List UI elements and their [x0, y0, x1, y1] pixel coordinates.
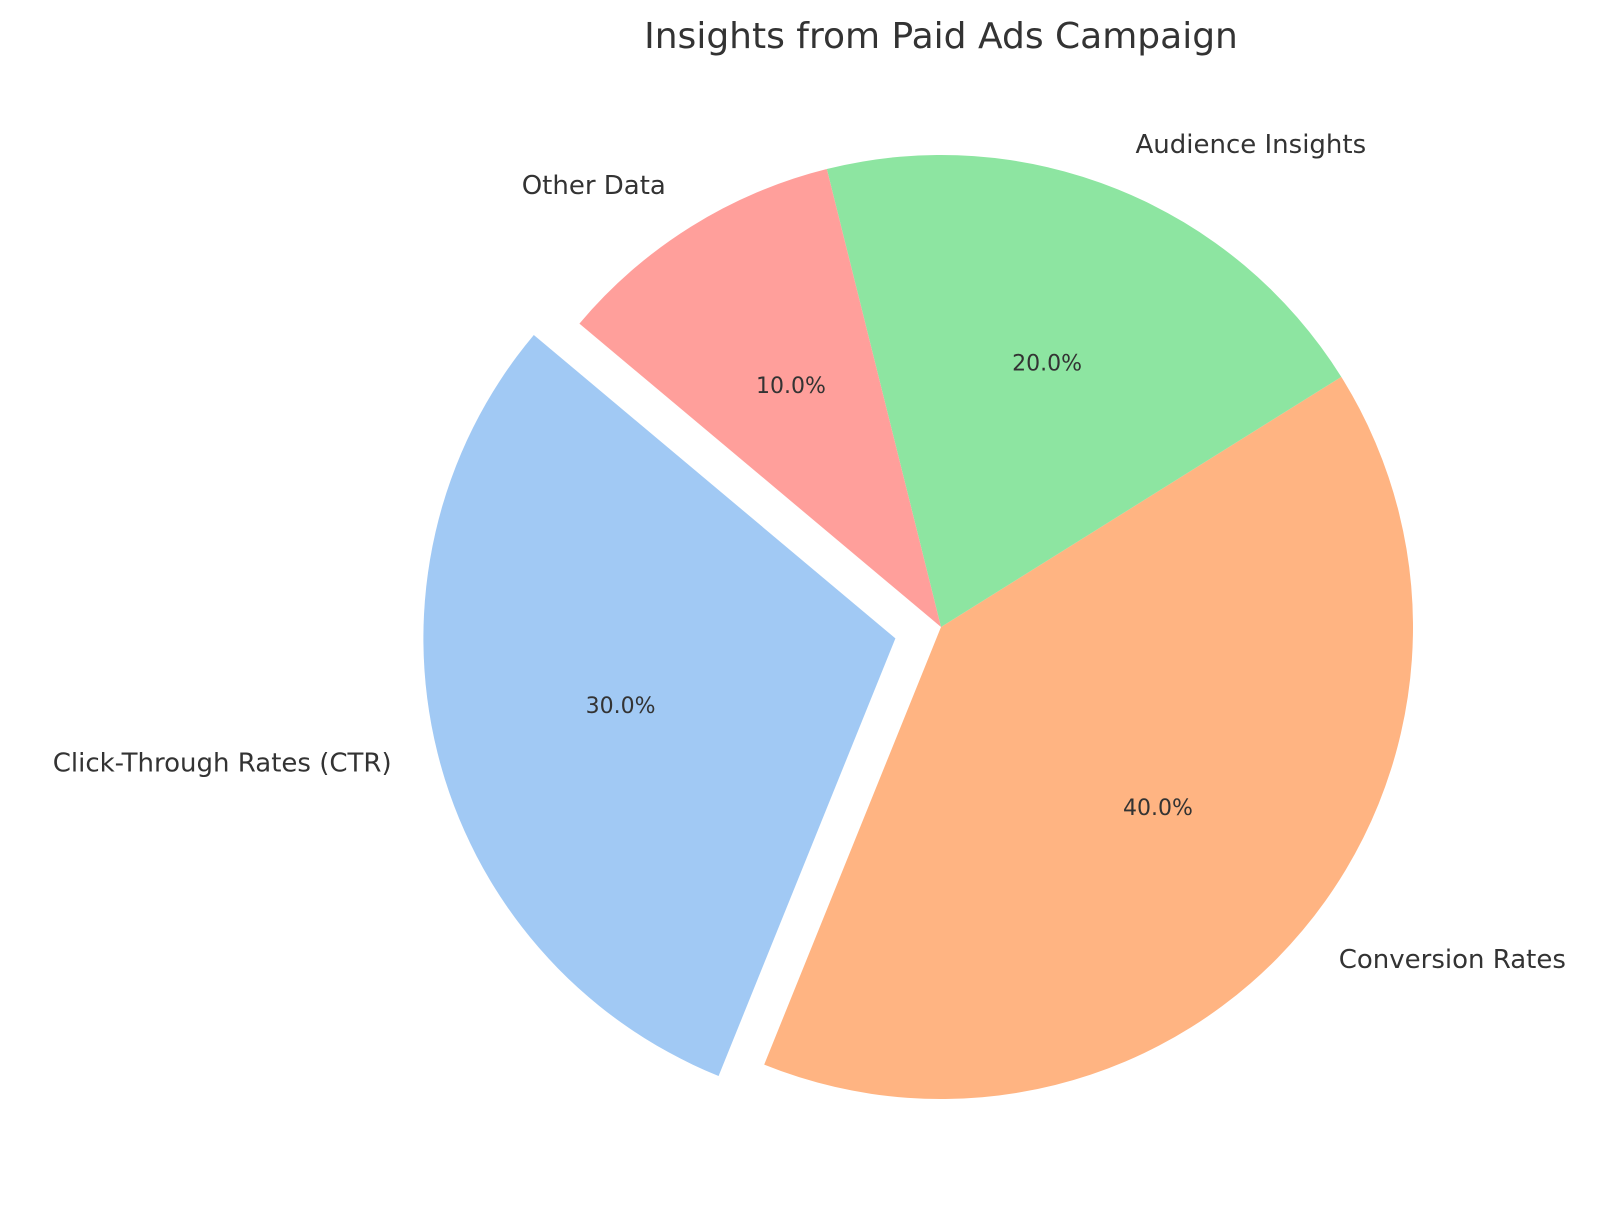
slice-pct-label-conversion-rates: 40.0% — [1123, 796, 1193, 821]
pie-slices — [423, 155, 1413, 1099]
pie-slice-other-data — [579, 169, 941, 627]
pie-slice-audience-insights — [826, 155, 1342, 628]
pie-slice-conversion-rates — [764, 376, 1413, 1099]
slice-label-audience-insights: Audience Insights — [1135, 130, 1366, 160]
slice-label-click-through-rates-ctr: Click-Through Rates (CTR) — [53, 748, 392, 778]
slice-pct-label-audience-insights: 20.0% — [1012, 351, 1082, 376]
slice-label-other-data: Other Data — [522, 171, 666, 201]
pie-slice-click-through-rates-ctr — [423, 334, 896, 1077]
slice-label-conversion-rates: Conversion Rates — [1339, 945, 1566, 975]
chart-title: Insights from Paid Ads Campaign — [644, 16, 1238, 57]
slice-pct-label-other-data: 10.0% — [756, 374, 826, 399]
pie-labels: Click-Through Rates (CTR) 30.0% Conversion… — [53, 130, 1566, 975]
slice-pct-label-click-through-rates-ctr: 30.0% — [586, 694, 656, 719]
